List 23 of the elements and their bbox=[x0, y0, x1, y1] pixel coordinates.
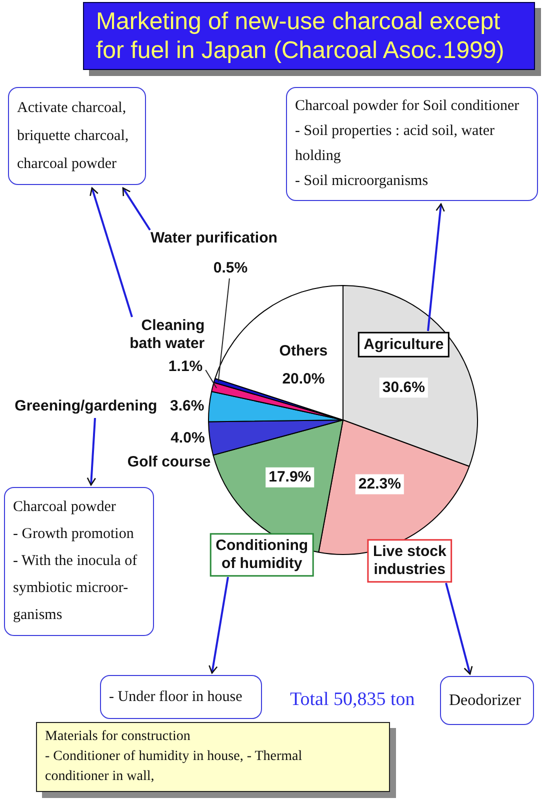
slice-label: Water purification bbox=[150, 230, 278, 247]
note-box: Activate charcoal, briquette charcoal, charcoal powder bbox=[8, 87, 146, 185]
note-box: Charcoal powder for Soil conditioner - Soil properties : acid soil, water holding - Soil microorganisms bbox=[286, 87, 538, 201]
note-box: Deodorizer bbox=[440, 676, 534, 725]
text: Total 50,835 ton bbox=[290, 688, 416, 712]
data-label: 17.9% bbox=[268, 468, 312, 486]
chart-title: Marketing of new-use charcoal except for fuel in Japan (Charcoal Asoc.1999) bbox=[96, 7, 506, 65]
slice-label: Golf course bbox=[127, 454, 211, 471]
note-box: - Under floor in house bbox=[100, 675, 262, 719]
slice-label: Live stock industries bbox=[372, 542, 447, 578]
data-label: 3.6% bbox=[170, 398, 204, 415]
data-label: 30.6% bbox=[382, 378, 425, 396]
data-label: 4.0% bbox=[170, 430, 205, 447]
slice-label: Cleaning bath water bbox=[130, 317, 205, 352]
data-label: 20.0% bbox=[282, 370, 325, 388]
slice-label: Greening/gardening bbox=[14, 398, 158, 415]
data-label: 0.5% bbox=[213, 260, 248, 277]
note-box: Charcoal powder - Growth promotion - With the inocula of symbiotic microor- ganisms bbox=[4, 487, 154, 636]
data-label: 22.3% bbox=[358, 475, 401, 492]
data-label: 1.1% bbox=[168, 358, 203, 376]
slice-label: Others bbox=[279, 342, 328, 360]
slice-label: Agriculture bbox=[364, 336, 444, 353]
slice-label: Conditioning of humidity bbox=[216, 537, 308, 572]
